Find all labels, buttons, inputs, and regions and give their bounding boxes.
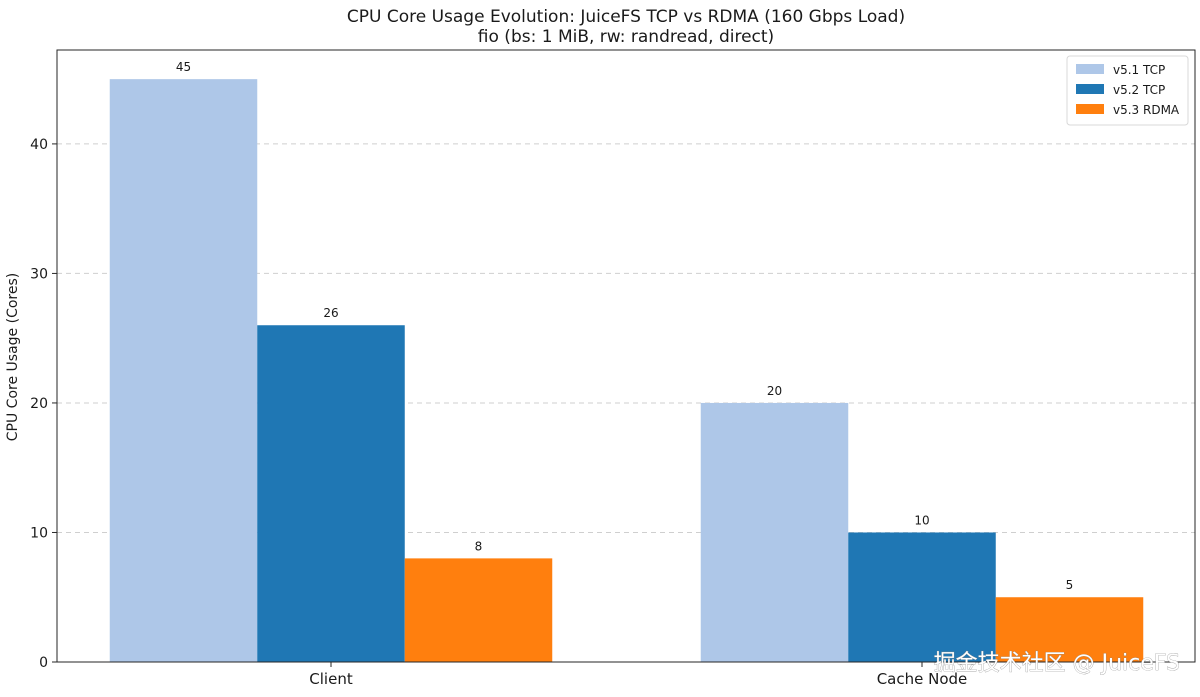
watermark: 掘金技术社区 @ JuiceFS <box>934 651 1180 676</box>
x-tick-label: Cache Node <box>877 670 968 688</box>
y-axis-ticks: 0 10 20 30 40 <box>30 137 57 671</box>
bar-value-label: 8 <box>475 539 483 553</box>
y-tick-label: 10 <box>30 525 48 541</box>
bar-value-label: 26 <box>323 306 338 320</box>
y-axis-label: CPU Core Usage (Cores) <box>5 273 21 441</box>
y-tick-label: 0 <box>39 655 48 671</box>
bar-value-label: 10 <box>914 513 929 527</box>
x-axis-ticks: Client Cache Node <box>309 662 967 688</box>
legend-swatch <box>1076 64 1104 74</box>
bar <box>995 597 1144 662</box>
bar <box>848 532 996 662</box>
bars <box>109 79 1144 662</box>
y-tick-label: 20 <box>30 396 48 412</box>
bar <box>257 325 405 662</box>
bar <box>404 558 553 662</box>
bar-value-label: 45 <box>176 60 191 74</box>
legend-label: v5.1 TCP <box>1113 63 1165 77</box>
legend-label: v5.2 TCP <box>1113 83 1165 97</box>
legend: v5.1 TCP v5.2 TCP v5.3 RDMA <box>1066 55 1189 126</box>
legend-swatch <box>1076 104 1104 114</box>
bar <box>700 402 849 662</box>
bar-value-label: 20 <box>767 384 782 398</box>
chart-title: CPU Core Usage Evolution: JuiceFS TCP vs… <box>347 7 905 27</box>
plot-frame <box>56 49 1196 663</box>
bar <box>109 79 258 662</box>
chart-subtitle: fio (bs: 1 MiB, rw: randread, direct) <box>478 27 774 47</box>
legend-label: v5.3 RDMA <box>1113 103 1180 117</box>
y-tick-label: 30 <box>30 266 48 282</box>
x-tick-label: Client <box>309 670 353 688</box>
value-labels: 45 26 8 20 10 5 <box>176 60 1073 592</box>
bar-value-label: 5 <box>1066 578 1074 592</box>
legend-swatch <box>1076 84 1104 94</box>
y-tick-label: 40 <box>30 137 48 153</box>
